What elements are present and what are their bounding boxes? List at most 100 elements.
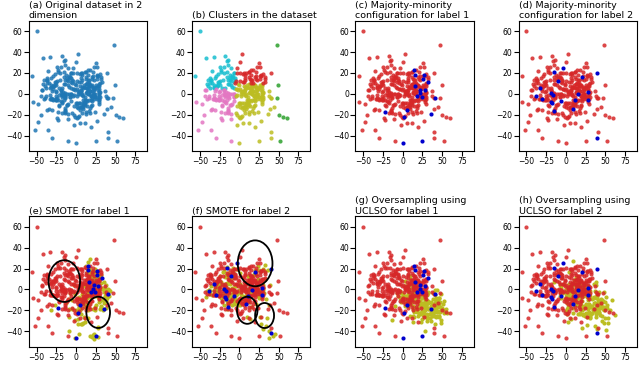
Point — [230, 110, 241, 116]
Point — [63, 138, 74, 144]
Point — [81, 111, 92, 117]
Point — [69, 298, 79, 304]
Point — [42, 271, 52, 277]
Point — [55, 70, 65, 76]
Point — [582, 290, 592, 296]
Point — [49, 79, 60, 85]
Point — [244, 69, 254, 75]
Point — [418, 76, 428, 82]
Point — [246, 72, 257, 78]
Point — [550, 290, 560, 296]
Point — [360, 297, 370, 303]
Point — [102, 95, 113, 101]
Point — [75, 71, 85, 77]
Point — [600, 112, 611, 118]
Point — [256, 83, 266, 89]
Point — [68, 86, 78, 92]
Point — [83, 270, 93, 276]
Point — [80, 99, 90, 105]
Point — [608, 310, 618, 316]
Point — [66, 287, 76, 293]
Point — [395, 260, 405, 266]
Point — [89, 260, 99, 266]
Point — [60, 81, 70, 87]
Point — [559, 122, 569, 128]
Point — [233, 266, 243, 272]
Point — [80, 290, 90, 296]
Point — [268, 333, 278, 339]
Point — [383, 92, 394, 98]
Point — [72, 273, 82, 279]
Point — [566, 104, 576, 110]
Point — [223, 290, 234, 296]
Point — [570, 293, 580, 299]
Point — [227, 75, 237, 81]
Point — [574, 284, 584, 290]
Point — [589, 300, 600, 306]
Point — [240, 280, 250, 286]
Point — [84, 77, 94, 83]
Point — [202, 81, 212, 87]
Point — [377, 293, 387, 299]
Point — [407, 296, 417, 302]
Point — [408, 319, 418, 325]
Point — [94, 91, 104, 97]
Point — [260, 275, 270, 281]
Point — [246, 287, 257, 293]
Point — [412, 298, 422, 304]
Point — [209, 249, 219, 255]
Point — [257, 81, 268, 87]
Point — [221, 289, 232, 295]
Point — [399, 284, 410, 290]
Point — [392, 290, 402, 296]
Point — [383, 99, 394, 105]
Point — [568, 299, 578, 305]
Point — [74, 247, 84, 253]
Point — [379, 310, 389, 316]
Point — [383, 281, 394, 287]
Point — [44, 301, 54, 307]
Point — [103, 286, 113, 292]
Point — [564, 274, 574, 280]
Point — [84, 283, 95, 289]
Point — [568, 297, 578, 303]
Point — [79, 295, 90, 301]
Point — [223, 306, 234, 312]
Point — [417, 91, 427, 97]
Point — [392, 97, 403, 103]
Point — [412, 293, 422, 299]
Point — [576, 124, 586, 130]
Point — [538, 86, 548, 92]
Point — [213, 81, 223, 87]
Point — [92, 271, 102, 277]
Point — [577, 294, 587, 300]
Point — [60, 62, 70, 68]
Point — [555, 290, 565, 296]
Point — [82, 97, 92, 103]
Point — [543, 312, 553, 318]
Point — [220, 296, 230, 302]
Point — [569, 277, 579, 283]
Point — [238, 266, 248, 273]
Point — [385, 293, 396, 299]
Point — [598, 42, 609, 48]
Point — [372, 271, 383, 277]
Point — [392, 94, 402, 100]
Point — [204, 85, 214, 91]
Point — [83, 281, 93, 287]
Point — [420, 297, 431, 303]
Point — [420, 296, 431, 302]
Point — [79, 296, 90, 302]
Point — [579, 77, 589, 83]
Point — [253, 293, 263, 299]
Point — [226, 277, 236, 283]
Point — [362, 307, 372, 313]
Point — [209, 277, 220, 283]
Point — [207, 276, 217, 282]
Point — [231, 78, 241, 84]
Point — [244, 281, 254, 287]
Point — [238, 286, 248, 292]
Point — [531, 275, 541, 281]
Point — [41, 280, 51, 286]
Point — [562, 93, 572, 99]
